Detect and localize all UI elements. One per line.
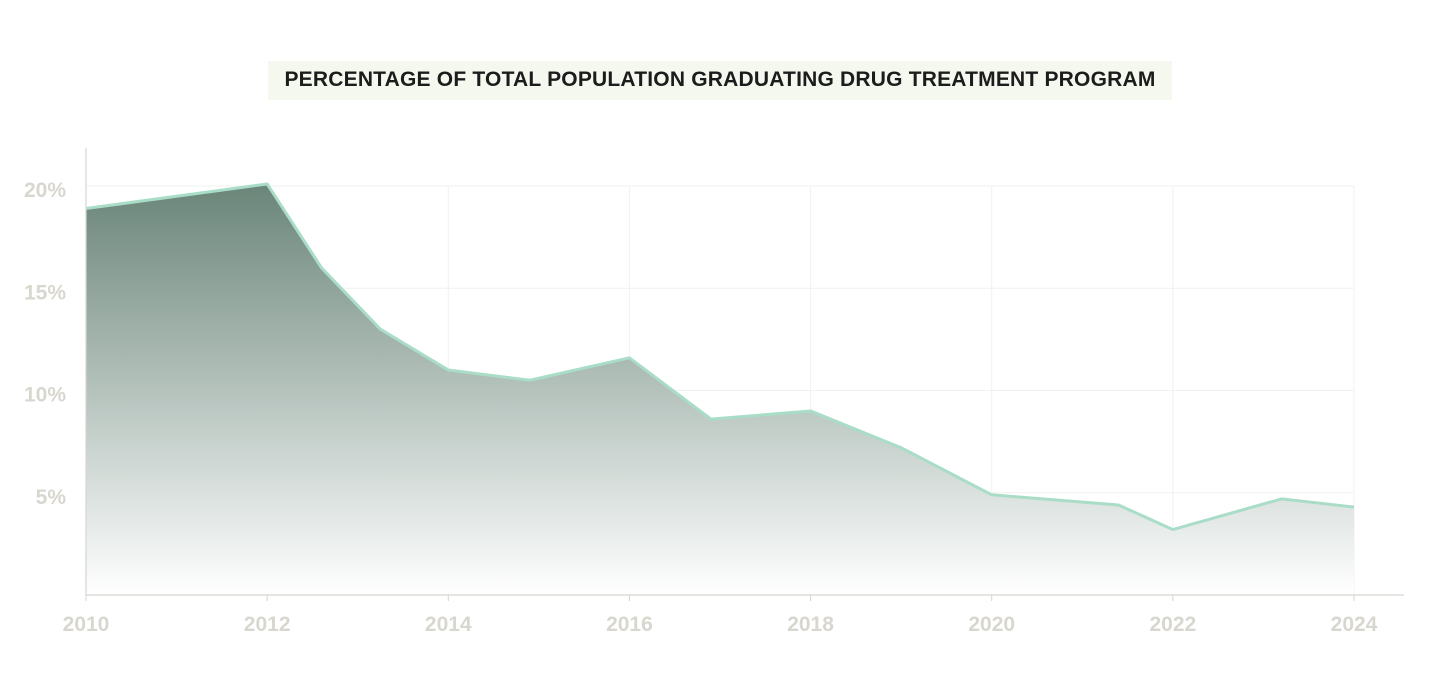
x-tick-label: 2014 <box>425 613 472 636</box>
x-tick-label: 2016 <box>606 613 653 636</box>
y-axis-ticks: 20% 15% 10% 5% <box>24 179 66 509</box>
x-tick-label: 2010 <box>63 613 110 636</box>
x-axis-ticks: 2010 2012 2014 2016 2018 2020 2022 2024 <box>63 595 1378 636</box>
area-series <box>86 183 1354 595</box>
x-tick-label: 2020 <box>968 613 1015 636</box>
chart-title: PERCENTAGE OF TOTAL POPULATION GRADUATIN… <box>268 61 1172 100</box>
x-tick-label: 2024 <box>1331 613 1378 636</box>
y-tick-label: 10% <box>24 384 66 407</box>
y-tick-label: 15% <box>24 281 66 304</box>
y-tick-label: 5% <box>36 486 67 509</box>
x-tick-label: 2022 <box>1149 613 1196 636</box>
y-tick-label: 20% <box>24 179 66 202</box>
x-tick-label: 2018 <box>787 613 834 636</box>
area-series-outline <box>85 182 1355 532</box>
x-tick-label: 2012 <box>244 613 291 636</box>
